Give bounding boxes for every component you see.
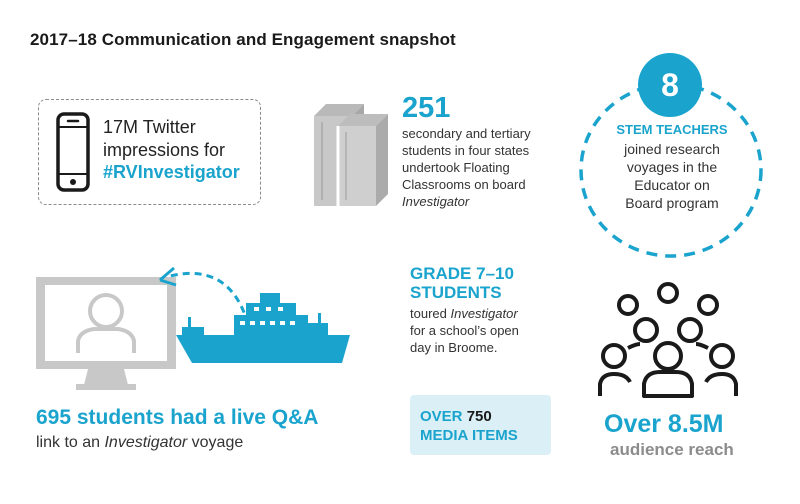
students-line4: Classrooms on board bbox=[402, 177, 526, 192]
grade-line2: for a school’s open bbox=[410, 323, 519, 338]
media-line2: MEDIA ITEMS bbox=[420, 427, 518, 444]
qa-text-before: link to an bbox=[36, 434, 105, 451]
grade-line1: toured Investigator bbox=[410, 305, 519, 322]
audience-heading: Over 8.5M bbox=[604, 410, 724, 438]
grade-line1-before: toured bbox=[410, 306, 451, 321]
stem-line1: joined research bbox=[624, 141, 720, 157]
qa-heading: 695 students had a live Q&A bbox=[36, 406, 319, 429]
grade-line1-italic: Investigator bbox=[450, 306, 518, 321]
grade-heading-line2: STUDENTS bbox=[410, 283, 502, 302]
twitter-text: 17M Twitter impressions for bbox=[103, 116, 225, 162]
computer-user-icon bbox=[36, 277, 176, 390]
qa-text-italic: Investigator bbox=[104, 434, 188, 451]
twitter-line1: 17M Twitter bbox=[103, 117, 196, 137]
ship-icon bbox=[176, 293, 350, 363]
page-title: 2017–18 Communication and Engagement sna… bbox=[30, 30, 456, 49]
students-line3: undertook Floating bbox=[402, 160, 510, 175]
stem-line3: Educator on bbox=[634, 177, 710, 193]
qa-text: link to an Investigator voyage bbox=[36, 434, 243, 452]
stem-number-badge: 8 bbox=[638, 53, 702, 117]
students-line2: students in four states bbox=[402, 143, 530, 158]
students-text: secondary and tertiary students in four … bbox=[402, 125, 592, 210]
media-line1: OVER 750 bbox=[420, 407, 518, 426]
stem-line4: Board program bbox=[625, 195, 719, 211]
people-group-icon bbox=[598, 282, 738, 398]
media-number: 750 bbox=[466, 408, 492, 425]
stem-heading: STEM TEACHERS bbox=[616, 122, 728, 137]
stem-text: joined research voyages in the Educator … bbox=[597, 140, 747, 212]
stem-line2: voyages in the bbox=[626, 159, 718, 175]
connection-arrow-icon bbox=[159, 266, 250, 325]
grade-line3: day in Broome. bbox=[410, 340, 498, 355]
phone-icon bbox=[56, 112, 90, 192]
media-prefix: OVER bbox=[420, 408, 463, 425]
books-icon bbox=[314, 104, 388, 206]
twitter-line2: impressions for bbox=[103, 140, 226, 160]
stem-dashed-circle bbox=[579, 82, 763, 258]
twitter-hashtag: #RVInvestigator bbox=[103, 162, 240, 182]
students-line5: Investigator bbox=[402, 194, 470, 209]
qa-text-after: voyage bbox=[187, 434, 244, 451]
students-line1: secondary and tertiary bbox=[402, 126, 531, 141]
grade-text: toured Investigator for a school’s open … bbox=[410, 305, 519, 356]
students-number: 251 bbox=[402, 92, 451, 124]
audience-sub: audience reach bbox=[610, 440, 734, 459]
twitter-box bbox=[38, 99, 261, 205]
grade-heading: GRADE 7–10 STUDENTS bbox=[410, 264, 514, 302]
media-text: OVER 750 MEDIA ITEMS bbox=[420, 407, 518, 445]
grade-heading-line1: GRADE 7–10 bbox=[410, 264, 514, 283]
media-box bbox=[410, 395, 551, 455]
